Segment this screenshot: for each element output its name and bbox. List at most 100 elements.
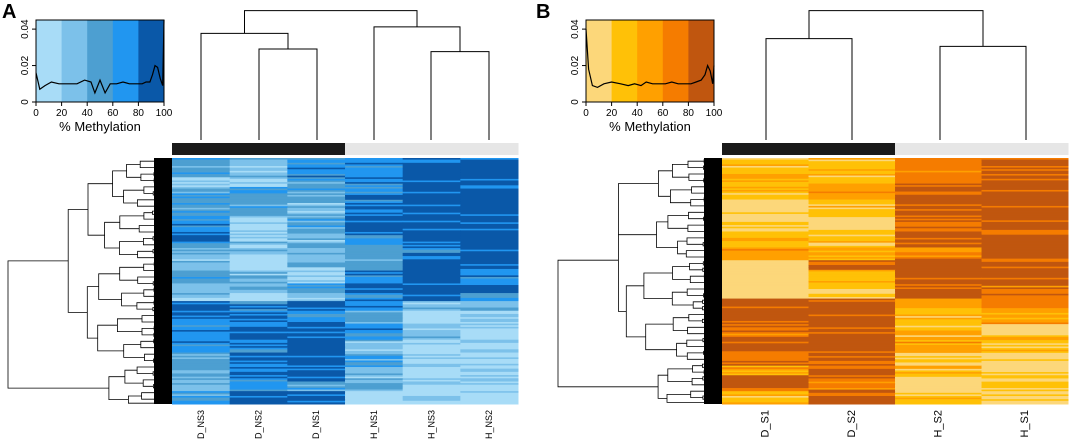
key-x-tick-label: 60: [107, 108, 119, 119]
heatmap-cell: [345, 322, 404, 325]
heatmap-cell: [895, 298, 982, 301]
heatmap-cell: [287, 170, 346, 173]
heatmap-cell: [981, 189, 1069, 193]
heatmap-cell: [460, 375, 519, 378]
heatmap-cell: [722, 197, 809, 201]
heatmap-cell: [287, 281, 346, 284]
heatmap-cell: [808, 365, 896, 368]
heatmap-cell: [722, 383, 809, 386]
heatmap-cell: [895, 250, 982, 253]
column-dendrogram-branch: [430, 51, 490, 140]
heatmap-cell: [402, 365, 461, 368]
heatmap-cell: [722, 245, 809, 248]
heatmap-cell: [722, 301, 809, 304]
heatmap-cell: [460, 328, 519, 331]
heatmap-cell: [808, 193, 896, 196]
heatmap-cell: [895, 260, 982, 263]
heatmap-cell: [172, 254, 231, 257]
heatmap-cell: [460, 230, 519, 233]
heatmap-cell: [402, 307, 461, 310]
heatmap-cell: [460, 286, 519, 289]
heatmap-cell: [722, 266, 809, 269]
heatmap-cell: [345, 373, 404, 376]
heatmap-cell: [460, 240, 519, 243]
heatmap-cell: [229, 322, 288, 325]
heatmap-cell: [229, 363, 288, 366]
heatmap-cell: [229, 302, 288, 305]
heatmap-cell: [345, 281, 404, 284]
heatmap-cell: [229, 238, 288, 241]
heatmap-cell: [722, 271, 809, 274]
heatmap-cell: [981, 320, 1069, 324]
heatmap-cell: [287, 309, 346, 312]
heatmap-cell: [402, 381, 461, 384]
heatmap-cell: [722, 365, 809, 368]
heatmap-cell: [722, 218, 809, 221]
heatmap-cell: [981, 276, 1069, 279]
heatmap-cell: [345, 391, 404, 394]
heatmap-cell: [287, 194, 346, 198]
heatmap-cell: [402, 206, 461, 209]
heatmap-cell: [229, 217, 288, 220]
heatmap-cell: [460, 178, 519, 182]
key-x-tick-label: 100: [156, 108, 173, 119]
heatmap-cell: [981, 303, 1069, 306]
heatmap-cell: [172, 354, 231, 357]
heatmap-cell: [345, 264, 404, 267]
heatmap-cell: [345, 336, 404, 339]
heatmap-cell: [402, 297, 461, 300]
heatmap-cell: [402, 246, 461, 249]
heatmap-cell: [172, 365, 231, 368]
heatmap-cell: [895, 287, 982, 290]
heatmap-cell: [229, 309, 288, 312]
heatmap-cell: [172, 288, 231, 291]
heatmap-cell: [460, 201, 519, 204]
heatmap-cell: [229, 291, 288, 294]
heatmap-cell: [287, 275, 346, 278]
heatmap-cell: [229, 370, 288, 373]
heatmap-cell: [229, 338, 288, 341]
heatmap-cell: [981, 170, 1069, 173]
heatmap-cell: [722, 303, 809, 306]
heatmap-cell: [402, 193, 461, 196]
heatmap-cell: [808, 274, 896, 277]
heatmap-cell: [402, 177, 461, 180]
heatmap-cell: [345, 244, 404, 247]
heatmap-cell: [402, 214, 461, 217]
heatmap-cell: [287, 371, 346, 374]
heatmap-cell: [229, 299, 288, 302]
column-label: H_NS1: [369, 410, 379, 439]
heatmap-cell: [172, 231, 231, 235]
heatmap-cell: [402, 199, 461, 202]
heatmap-cell: [895, 234, 982, 237]
heatmap-cell: [345, 330, 404, 333]
heatmap-cell: [722, 375, 809, 378]
heatmap-cell: [172, 177, 231, 180]
heatmap-cell: [981, 220, 1069, 223]
heatmap-cell: [460, 206, 519, 209]
heatmap-cell: [229, 326, 288, 329]
key-x-title: % Methylation: [59, 119, 141, 134]
heatmap-cell: [895, 209, 982, 212]
heatmap-cell: [808, 189, 896, 193]
heatmap-cell: [808, 352, 896, 355]
heatmap-cell: [895, 233, 982, 236]
heatmap-cell: [172, 265, 231, 268]
heatmap-cell: [981, 233, 1069, 236]
heatmap-cell: [981, 205, 1069, 209]
heatmap-cell: [460, 233, 519, 236]
heatmap-cell: [460, 402, 519, 405]
heatmap-cell: [402, 315, 461, 318]
heatmap-cell: [172, 370, 231, 373]
heatmap-cell: [402, 188, 461, 191]
heatmap-cell: [402, 325, 461, 328]
heatmap-cell: [172, 251, 231, 254]
heatmap-cell: [287, 267, 346, 270]
heatmap-cell: [345, 161, 404, 164]
heatmap-cell: [345, 275, 404, 278]
heatmap-cell: [229, 214, 288, 217]
heatmap-cell: [345, 349, 404, 352]
heatmap-cell: [402, 169, 461, 172]
heatmap-cell: [460, 278, 519, 281]
heatmap-cell: [895, 354, 982, 357]
